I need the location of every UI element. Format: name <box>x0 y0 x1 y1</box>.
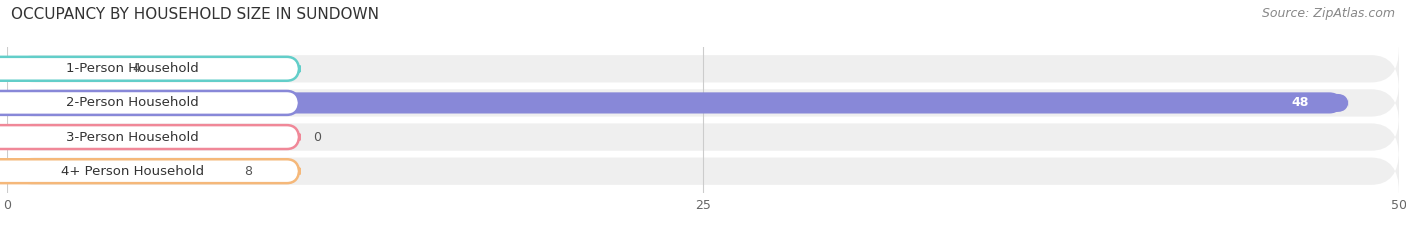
FancyBboxPatch shape <box>7 151 1399 192</box>
FancyBboxPatch shape <box>7 48 1399 89</box>
Text: 4+ Person Household: 4+ Person Household <box>60 165 204 178</box>
Text: 2-Person Household: 2-Person Household <box>66 96 198 110</box>
FancyBboxPatch shape <box>7 82 1399 123</box>
FancyBboxPatch shape <box>1251 94 1348 112</box>
FancyBboxPatch shape <box>0 57 299 81</box>
FancyBboxPatch shape <box>7 58 118 79</box>
FancyBboxPatch shape <box>7 116 1399 158</box>
Text: OCCUPANCY BY HOUSEHOLD SIZE IN SUNDOWN: OCCUPANCY BY HOUSEHOLD SIZE IN SUNDOWN <box>11 7 380 22</box>
Text: 48: 48 <box>1292 96 1309 110</box>
Text: 4: 4 <box>132 62 141 75</box>
FancyBboxPatch shape <box>0 159 299 183</box>
FancyBboxPatch shape <box>0 125 299 149</box>
Text: 8: 8 <box>243 165 252 178</box>
Text: 3-Person Household: 3-Person Household <box>66 130 198 144</box>
Text: 1-Person Household: 1-Person Household <box>66 62 198 75</box>
Text: Source: ZipAtlas.com: Source: ZipAtlas.com <box>1261 7 1395 20</box>
FancyBboxPatch shape <box>7 92 1343 113</box>
Text: 0: 0 <box>314 130 321 144</box>
FancyBboxPatch shape <box>7 161 229 182</box>
FancyBboxPatch shape <box>0 91 299 115</box>
